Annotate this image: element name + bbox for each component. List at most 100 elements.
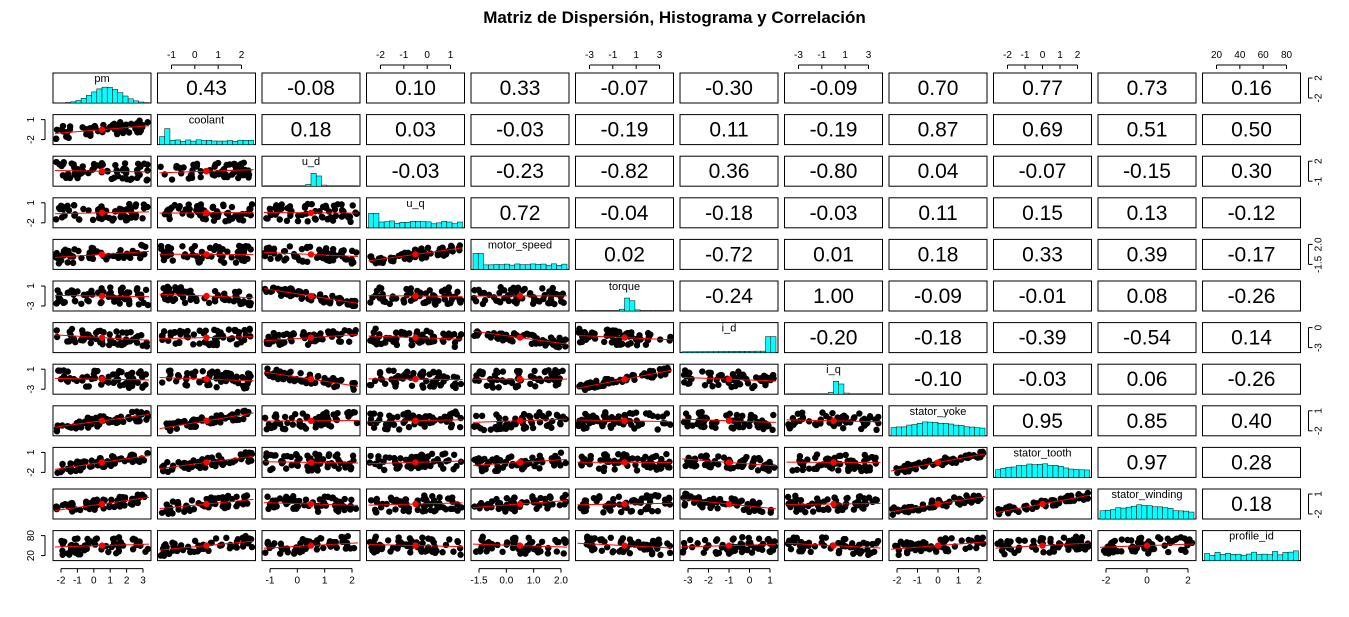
panel-3-10 [1097, 197, 1197, 229]
scatter-point [118, 455, 125, 462]
scatter-point [686, 536, 694, 544]
scatter-point [141, 251, 148, 258]
scatter-point [313, 254, 321, 261]
scatter-point [87, 339, 94, 347]
scatter-point [283, 255, 290, 262]
mean-point [307, 500, 315, 508]
scatter-point [105, 373, 112, 380]
scatter-point [336, 498, 343, 506]
histogram-bar [404, 222, 411, 229]
scatter-point [300, 329, 307, 336]
scatter-point [726, 410, 733, 417]
correlation-value: -0.07 [601, 77, 649, 100]
scatter-point [113, 130, 121, 138]
scatter-point [576, 339, 584, 346]
scatter-point [273, 413, 280, 420]
histogram-bar [436, 222, 442, 229]
scatter-point [74, 548, 81, 556]
tick-label: 1 [1314, 491, 1325, 497]
scatter-point [529, 493, 536, 500]
scatter-point [950, 494, 958, 501]
panel-2-4 [470, 155, 570, 187]
scatter-point [756, 499, 763, 507]
panel-8-9 [993, 405, 1092, 437]
mean-point [98, 126, 106, 133]
histogram-bar [948, 423, 954, 437]
mean-point [203, 292, 210, 300]
scatter-point [246, 293, 253, 300]
scatter-point [1023, 506, 1030, 513]
histogram-bar [483, 264, 489, 270]
panel-3-11 [1202, 197, 1301, 229]
scatter-point [58, 537, 65, 545]
scatter-point [739, 412, 746, 420]
scatter-point [441, 413, 448, 420]
histogram-bar [430, 223, 437, 229]
scatter-point [280, 331, 287, 339]
scatter-point [333, 382, 341, 390]
scatter-point [419, 540, 426, 547]
histogram-bar [180, 141, 186, 145]
histogram-bar [86, 95, 92, 104]
histogram-bar [1266, 554, 1273, 561]
panel-4-9 [993, 238, 1092, 270]
histogram-bar [937, 422, 944, 437]
panel-5-6 [679, 280, 779, 312]
histogram-bar [1251, 551, 1257, 561]
histogram-bar [530, 263, 536, 270]
panel-0-10 [1097, 72, 1197, 104]
scatter-point [535, 548, 542, 555]
scatter-point [133, 120, 141, 127]
scatter-point [271, 332, 279, 339]
histogram-bar [770, 336, 777, 353]
scatter-point [489, 384, 497, 391]
scatter-point [79, 327, 86, 334]
scatter-point [731, 496, 739, 503]
scatter-point [109, 121, 116, 129]
scatter-point [793, 535, 800, 542]
scatter-point [483, 382, 491, 389]
scatter-point [352, 505, 360, 512]
correlation-value: 0.36 [709, 160, 750, 183]
scatter-point [298, 295, 305, 302]
scatter-point [291, 377, 298, 385]
scatter-point [560, 550, 567, 557]
tick-label: 1 [26, 449, 37, 455]
scatter-point [241, 407, 249, 414]
scatter-point [278, 340, 286, 347]
scatter-point [232, 259, 240, 266]
scatter-point [352, 249, 360, 256]
scatter-point [105, 419, 113, 426]
histogram-bar [514, 263, 521, 270]
scatter-point [346, 213, 354, 220]
scatter-point [190, 341, 197, 348]
scatter-point [300, 422, 307, 430]
scatter-point [192, 368, 199, 375]
scatter-point [85, 207, 92, 214]
scatter-point [294, 503, 302, 510]
scatter-point [431, 337, 438, 345]
tick-label: -1 [1314, 176, 1325, 185]
histogram-bar [927, 421, 934, 437]
scatter-point [427, 501, 434, 508]
histogram-bar [457, 221, 463, 229]
scatter-point [615, 451, 622, 458]
scatter-point [330, 202, 338, 209]
histogram-bar [1042, 463, 1048, 478]
scatter-point [835, 539, 842, 547]
scatter-point [701, 381, 709, 389]
scatter-point [228, 203, 236, 211]
histogram-bar [958, 425, 965, 437]
scatter-point [196, 258, 203, 266]
scatter-point [143, 339, 150, 346]
scatter-point [440, 330, 447, 337]
scatter-point [325, 208, 333, 215]
panel-3-8 [888, 197, 988, 229]
scatter-point [108, 452, 116, 460]
scatter-point [611, 415, 619, 423]
histogram-bar [1151, 506, 1158, 520]
scatter-point [426, 371, 433, 378]
tick-label: 1 [26, 200, 37, 206]
scatter-point [89, 216, 97, 224]
scatter-point [160, 464, 167, 471]
